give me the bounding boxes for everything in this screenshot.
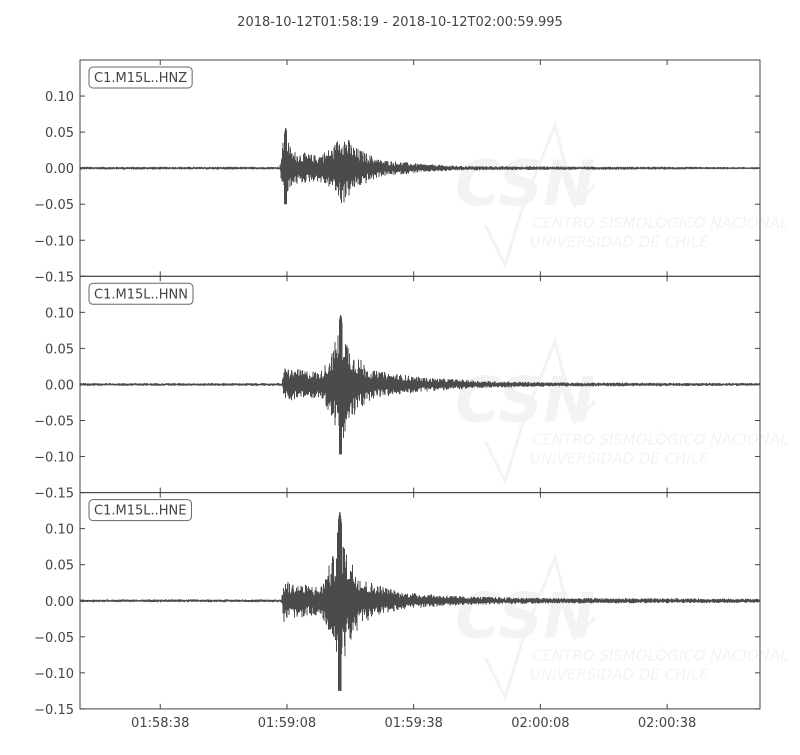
y-tick-label: −0.05 — [34, 415, 74, 430]
y-tick-label: −0.05 — [34, 198, 74, 213]
x-tick-label: 01:59:38 — [384, 716, 442, 731]
watermark-wave-icon — [483, 552, 597, 702]
y-tick-label: 0.05 — [45, 559, 74, 574]
watermark-logo: CSN — [455, 580, 595, 653]
chart-title: 2018-10-12T01:58:19 - 2018-10-12T02:00:5… — [237, 15, 563, 30]
watermark-text: UNIVERSIDAD DE CHILE — [530, 449, 709, 467]
waveform-trace — [79, 128, 760, 205]
y-tick-label: 0.10 — [45, 523, 74, 538]
watermark-logo: CSN — [455, 147, 595, 220]
y-tick-label: 0.00 — [45, 595, 74, 610]
trace-label: C1.M15L..HNZ — [88, 66, 193, 89]
x-tick-label: 01:58:38 — [131, 716, 189, 731]
y-tick-label: −0.10 — [34, 234, 74, 249]
trace-label-box — [88, 66, 193, 89]
x-tick-label: 02:00:08 — [511, 716, 569, 731]
trace-label-box — [88, 499, 192, 522]
y-tick-label: −0.10 — [34, 667, 74, 682]
x-tick-label: 02:00:38 — [638, 716, 696, 731]
y-tick-label: 0.10 — [45, 90, 74, 105]
y-tick-label: 0.00 — [45, 162, 74, 177]
y-tick-label: −0.15 — [34, 487, 74, 502]
y-tick-label: 0.05 — [45, 342, 74, 357]
trace-label: C1.M15L..HNE — [88, 499, 192, 522]
watermark-text: UNIVERSIDAD DE CHILE — [530, 233, 709, 251]
watermark-text: CENTRO SISMOLÓGICO NACIONAL — [532, 646, 788, 665]
y-tick-label: 0.00 — [45, 378, 74, 393]
trace-label: C1.M15L..HNN — [88, 282, 194, 305]
watermark-text: CENTRO SISMOLÓGICO NACIONAL — [532, 213, 788, 232]
y-tick-label: −0.05 — [34, 631, 74, 646]
watermark-logo: CSN — [455, 363, 595, 436]
watermark-wave-icon — [483, 120, 597, 270]
y-tick-label: −0.15 — [34, 270, 74, 285]
watermark-text: UNIVERSIDAD DE CHILE — [530, 666, 709, 684]
y-tick-label: −0.10 — [34, 451, 74, 466]
trace-label-box — [88, 282, 194, 305]
x-tick-label: 01:59:08 — [258, 716, 316, 731]
watermark-wave-icon — [483, 336, 597, 486]
y-tick-label: −0.15 — [34, 703, 74, 718]
trace-label-text: C1.M15L..HNE — [94, 504, 186, 519]
trace-label-text: C1.M15L..HNZ — [94, 71, 187, 86]
watermark-text: CENTRO SISMOLÓGICO NACIONAL — [532, 429, 788, 448]
y-tick-label: 0.10 — [45, 306, 74, 321]
trace-label-text: C1.M15L..HNN — [94, 287, 188, 302]
y-tick-label: 0.05 — [45, 126, 74, 141]
